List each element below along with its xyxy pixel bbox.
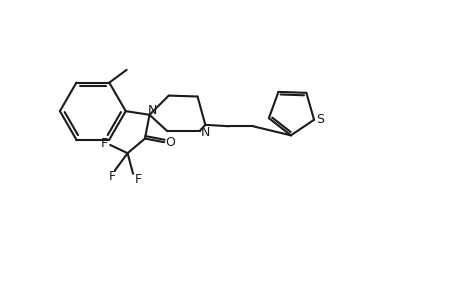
Text: F: F <box>101 136 108 150</box>
Text: F: F <box>134 173 142 186</box>
Text: O: O <box>165 136 175 149</box>
Text: N: N <box>148 104 157 117</box>
Text: F: F <box>109 170 116 183</box>
Text: N: N <box>200 126 210 139</box>
Text: S: S <box>316 113 324 126</box>
